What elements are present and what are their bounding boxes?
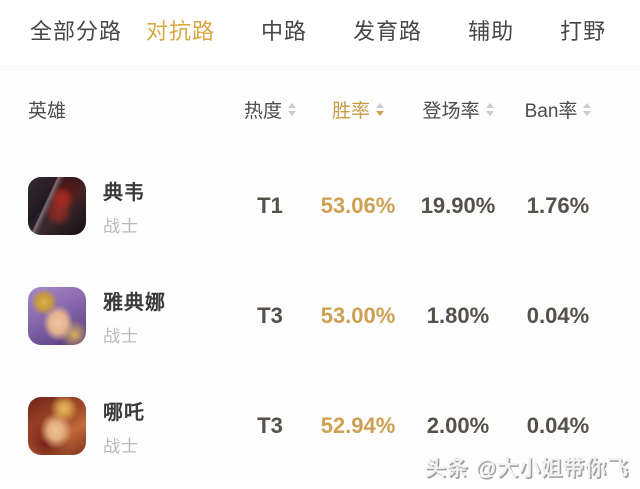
column-header-heat-label: 热度 xyxy=(243,100,282,122)
column-header-win-rate[interactable]: 胜率 xyxy=(308,96,408,123)
heat-tier-value: T1 xyxy=(257,193,283,218)
ban-rate-value: 0.04% xyxy=(526,413,590,438)
table-row-nezha[interactable]: 哪吒 战士 T3 52.94% 2.00% 0.04% xyxy=(0,371,640,481)
column-header-ban-rate-label: Ban率 xyxy=(524,100,578,122)
tab-mid-lane[interactable]: 中路 xyxy=(261,19,308,44)
hero-text: 典韦 战士 xyxy=(103,176,145,237)
heat-tier-value: T3 xyxy=(257,413,283,438)
column-header-pick-rate-label: 登场率 xyxy=(422,100,480,122)
sort-updown-icon xyxy=(288,102,296,116)
sort-desc-active-icon xyxy=(376,102,384,116)
tab-jungle[interactable]: 打野 xyxy=(560,19,607,44)
tab-clash-lane[interactable]: 对抗路 xyxy=(146,19,216,44)
hero-cell: 典韦 战士 xyxy=(28,176,232,237)
hero-text: 雅典娜 战士 xyxy=(103,286,166,347)
hero-role: 战士 xyxy=(103,436,139,456)
hero-role: 战士 xyxy=(103,326,139,346)
column-header-ban-rate[interactable]: Ban率 xyxy=(508,96,608,123)
hero-cell: 哪吒 战士 xyxy=(28,396,232,457)
hero-name: 哪吒 xyxy=(103,401,145,424)
ban-rate-value: 1.76% xyxy=(526,193,590,218)
column-header-pick-rate[interactable]: 登场率 xyxy=(408,96,508,123)
tab-farm-lane[interactable]: 发育路 xyxy=(353,19,423,44)
sort-updown-icon xyxy=(485,102,494,116)
column-header-heat[interactable]: 热度 xyxy=(232,96,308,123)
hero-avatar-nezha xyxy=(28,397,86,455)
win-rate-value: 52.94% xyxy=(320,413,396,438)
table-row-yadianna[interactable]: 雅典娜 战士 T3 53.00% 1.80% 0.04% xyxy=(0,261,640,371)
lane-tab-bar: 全部分路 对抗路 中路 发育路 辅助 打野 xyxy=(0,0,640,67)
hero-role: 战士 xyxy=(103,216,139,236)
table-row-dianwei[interactable]: 典韦 战士 T1 53.06% 19.90% 1.76% xyxy=(0,151,640,261)
win-rate-value: 53.06% xyxy=(320,193,396,218)
pick-rate-value: 2.00% xyxy=(426,413,490,438)
tab-all-lanes[interactable]: 全部分路 xyxy=(30,19,123,44)
hero-avatar-yadianna xyxy=(28,287,86,345)
hero-avatar-dianwei xyxy=(28,177,86,235)
pick-rate-value: 1.80% xyxy=(426,303,490,328)
sort-updown-icon xyxy=(583,102,592,116)
tab-support[interactable]: 辅助 xyxy=(468,19,515,44)
column-header-win-rate-label: 胜率 xyxy=(331,100,370,122)
pick-rate-value: 19.90% xyxy=(420,193,496,218)
hero-name: 雅典娜 xyxy=(103,291,166,314)
table-header-row: 英雄 热度 胜率 登场率 Ban率 xyxy=(0,67,640,151)
heat-tier-value: T3 xyxy=(257,303,283,328)
win-rate-value: 53.00% xyxy=(320,303,396,328)
hero-text: 哪吒 战士 xyxy=(103,396,145,457)
hero-cell: 雅典娜 战士 xyxy=(28,286,232,347)
hero-name: 典韦 xyxy=(103,181,145,204)
column-header-hero-label: 英雄 xyxy=(28,100,67,122)
column-header-hero: 英雄 xyxy=(28,96,232,123)
ban-rate-value: 0.04% xyxy=(526,303,590,328)
